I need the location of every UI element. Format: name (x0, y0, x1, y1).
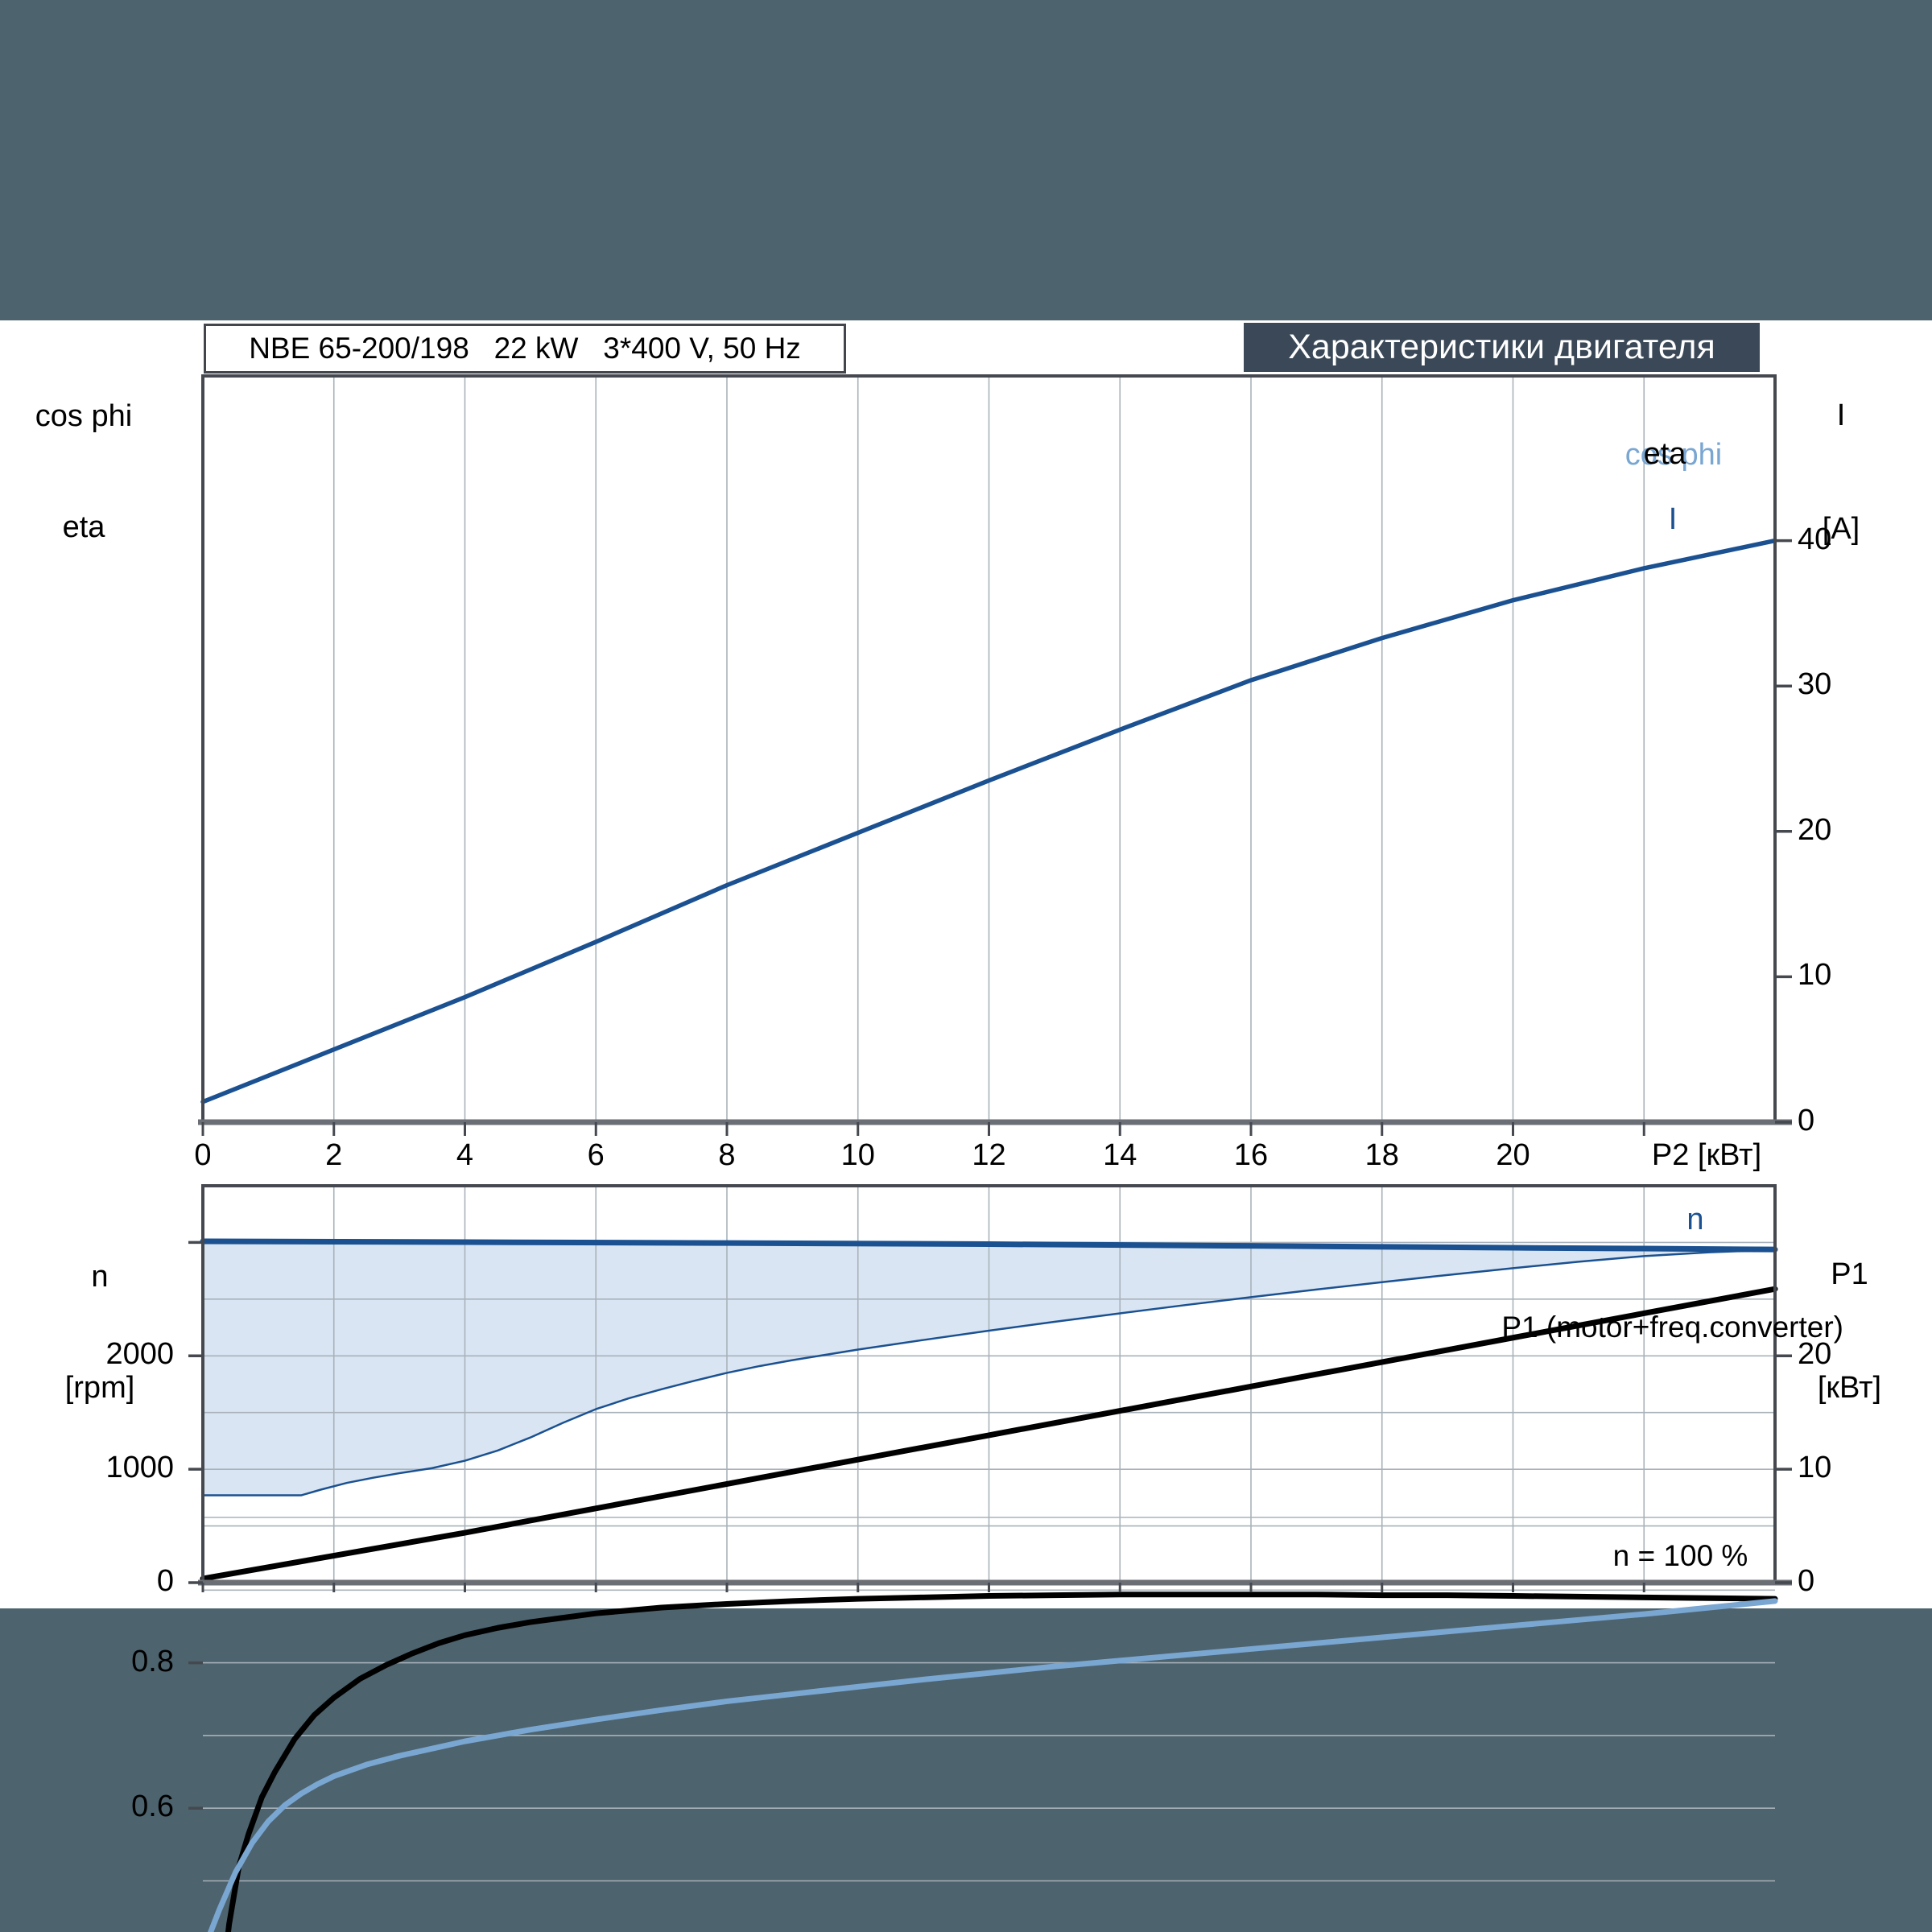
x-tick-label: 18 (1364, 1138, 1399, 1172)
x-tick-label: 8 (718, 1138, 736, 1172)
cos-phi-curve-label: cos phi (1624, 438, 1723, 472)
current-curve-label: I (1668, 502, 1678, 536)
right-tick-label: 40 (1798, 522, 1832, 556)
left-tick-label: 0.6 (131, 1790, 174, 1824)
power-tick-label: 20 (1798, 1337, 1832, 1372)
x-tick-label: 0 (194, 1138, 212, 1172)
eta-axis-title: eta (62, 510, 105, 544)
eta-curve-label: eta (1643, 437, 1686, 471)
speed-axis-symbol: n (91, 1260, 109, 1294)
pump-title-box: NBE 65-200/198 22 kW 3*400 V, 50 Hz (204, 324, 846, 374)
panel-header-title: Характеристики двигателя (1288, 328, 1715, 366)
x-axis-label: P2 [кВт] (1651, 1138, 1762, 1172)
x-tick-label: 14 (1103, 1138, 1137, 1172)
current-axis-title: I [A] (1797, 321, 1885, 624)
x-tick-label: 10 (840, 1138, 875, 1172)
p1-curve-annotation: P1 (motor+freq.converter) (1501, 1311, 1843, 1344)
speed-axis-unit: [rpm] (64, 1371, 135, 1405)
pump-title: NBE 65-200/198 22 kW 3*400 V, 50 Hz (249, 332, 801, 365)
x-tick-label: 16 (1233, 1138, 1269, 1172)
input-power-axis-unit: [кВт] (1817, 1371, 1882, 1405)
right-tick-label: 20 (1798, 812, 1832, 847)
panel-header: Характеристики двигателя (1244, 323, 1760, 372)
current-axis-unit: [A] (1822, 512, 1860, 546)
speed-tick-label: 0 (156, 1564, 174, 1598)
current-axis-symbol: I (1836, 398, 1846, 432)
power-tick-label: 10 (1798, 1451, 1832, 1485)
right-tick-label: 10 (1798, 958, 1832, 993)
n-curve-label: n (1686, 1203, 1704, 1236)
right-tick-label: 30 (1798, 667, 1832, 702)
x-tick-label: 12 (972, 1138, 1006, 1172)
top-left-axis-title: cos phi eta (15, 324, 152, 620)
speed-tick-label: 2000 (105, 1337, 174, 1372)
right-tick-label: 0 (1798, 1104, 1815, 1137)
speed-axis-title: n [rpm] (32, 1184, 167, 1480)
left-tick-label: 0.8 (131, 1644, 174, 1678)
x-tick-label: 20 (1496, 1138, 1530, 1172)
input-power-axis-symbol: P1 (1831, 1257, 1868, 1291)
x-tick-label: 4 (456, 1138, 474, 1172)
x-tick-label: 2 (325, 1138, 343, 1172)
speed-percposition-annotation: n = 100 % (1612, 1539, 1748, 1572)
speed-tick-label: 1000 (105, 1451, 174, 1485)
power-tick-label: 0 (1798, 1564, 1815, 1598)
x-tick-label: 6 (587, 1138, 605, 1172)
input-power-axis-title: P1 [кВт] (1799, 1180, 1900, 1483)
cos-phi-axis-title: cos phi (35, 399, 133, 433)
